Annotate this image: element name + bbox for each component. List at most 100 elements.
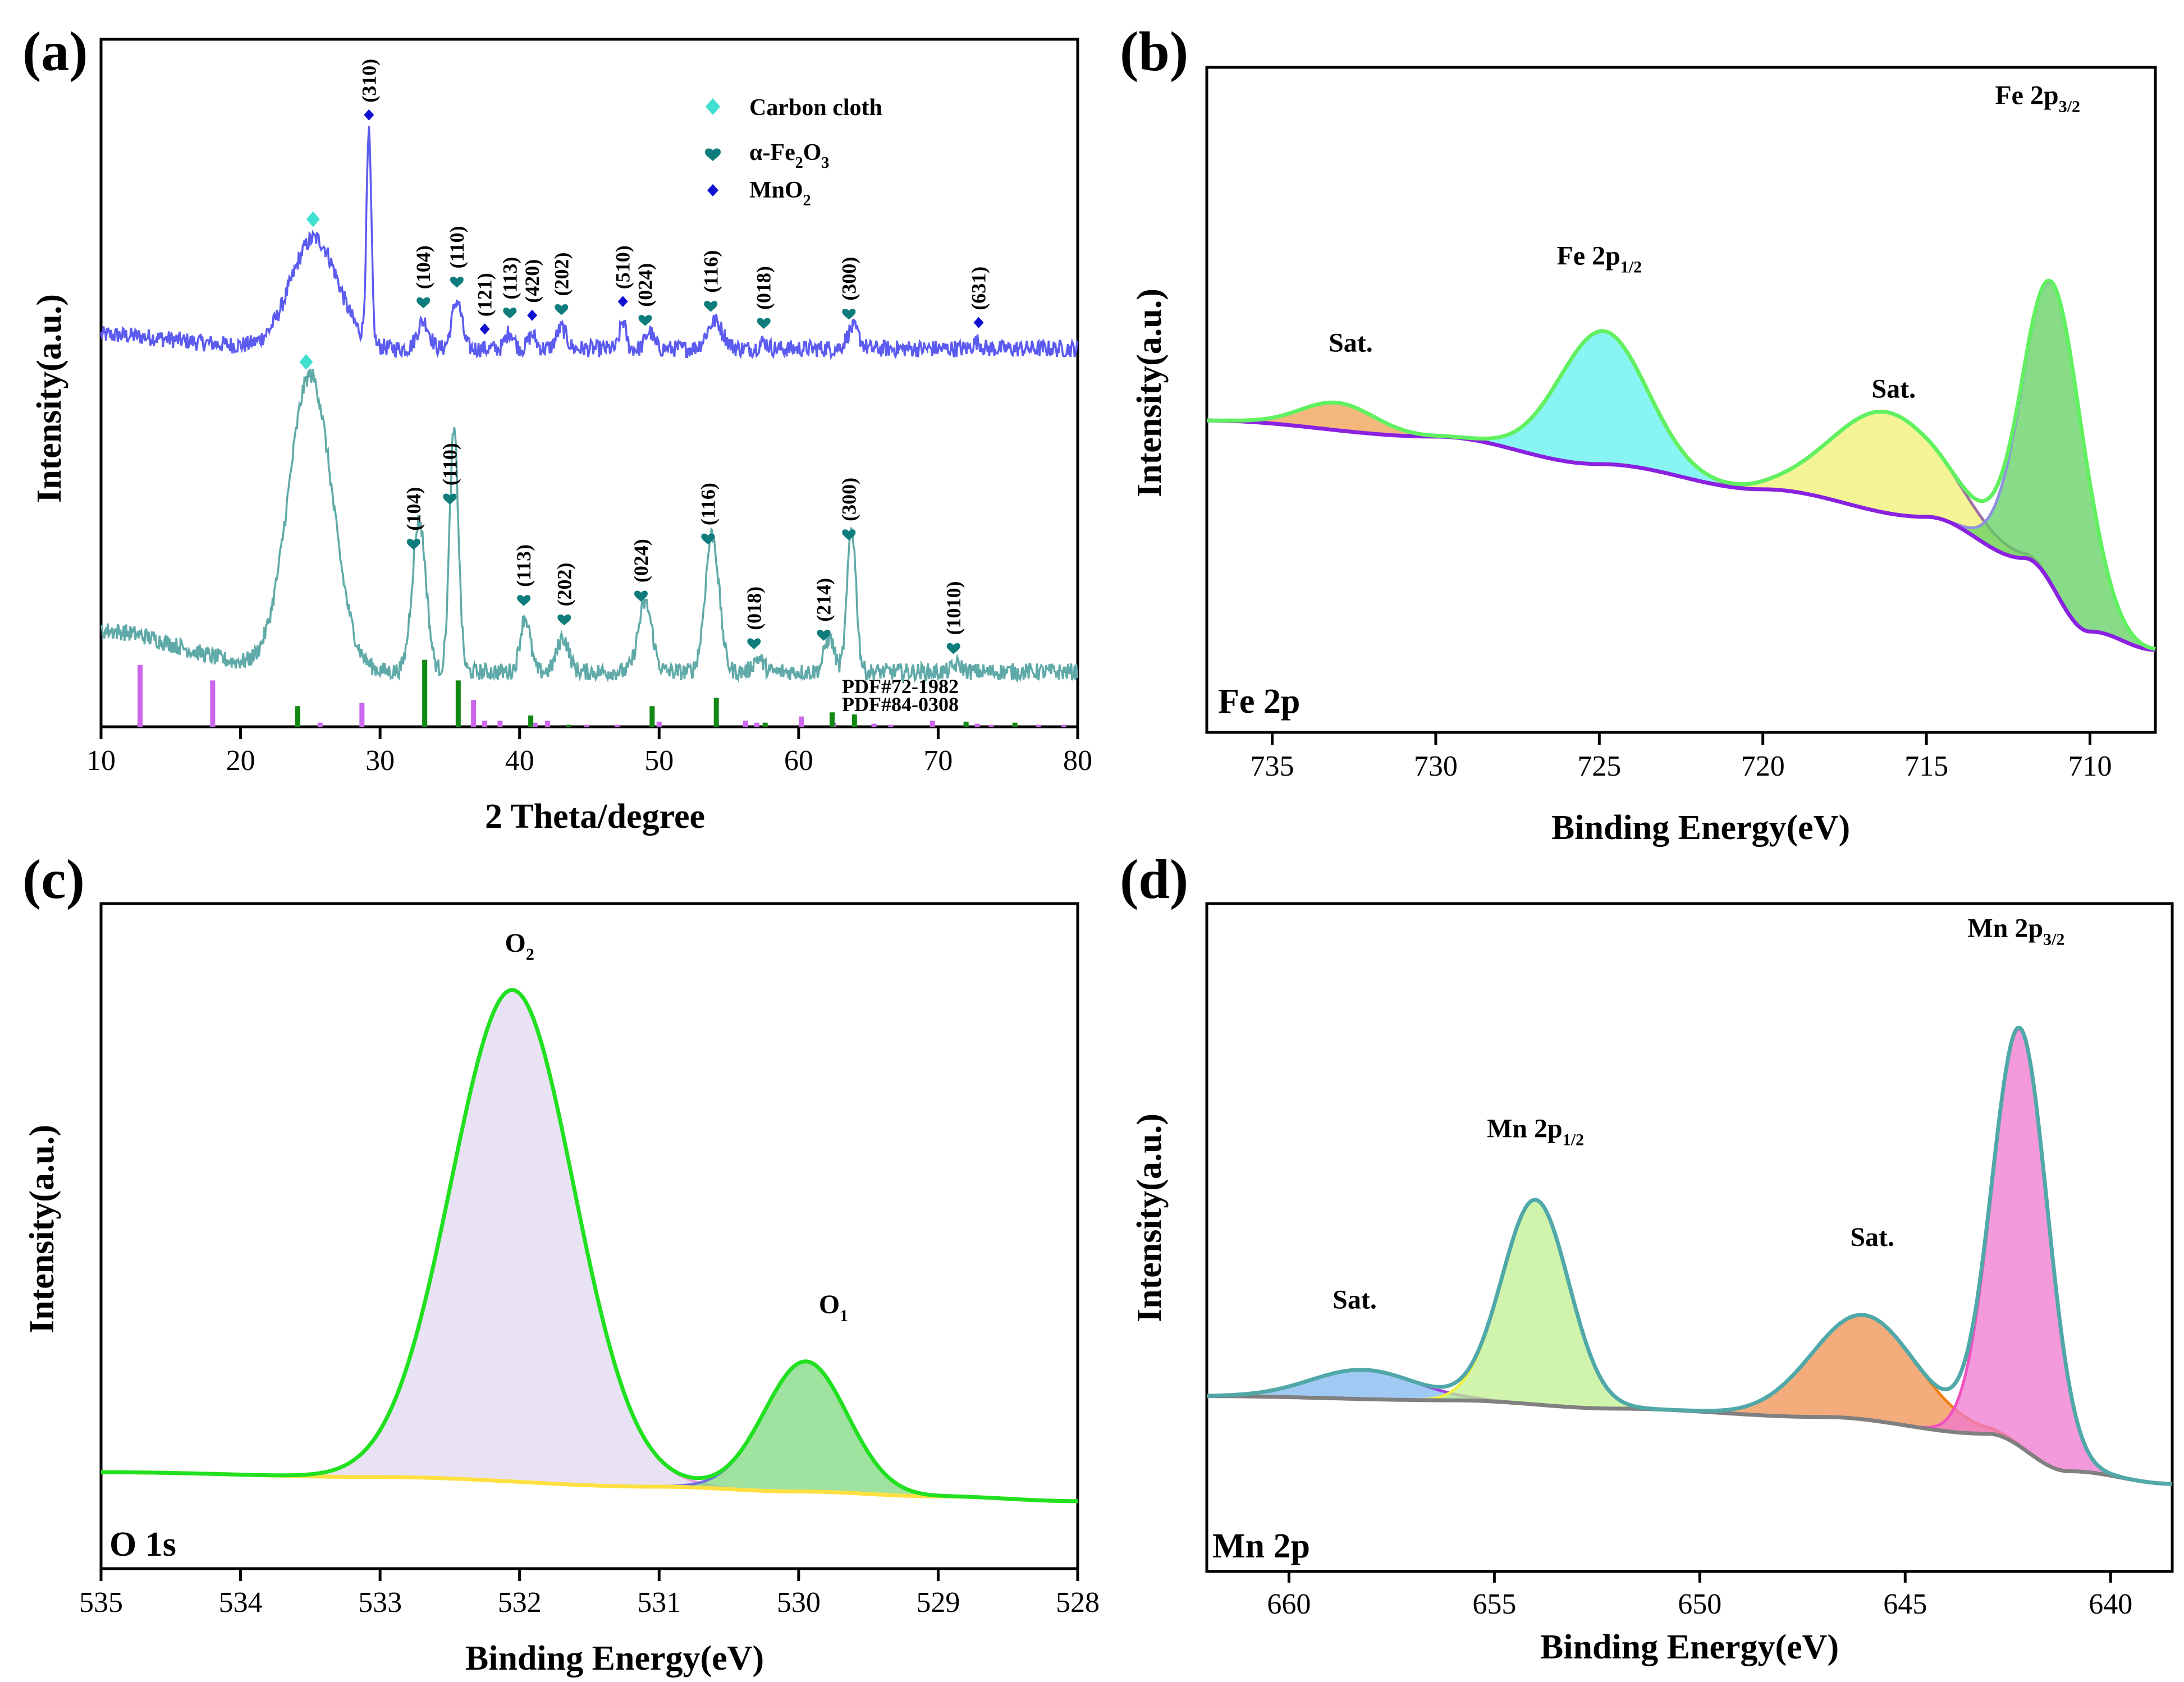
peak-label-b-2: Sat. [1871, 374, 1916, 404]
inset-label-b: Fe 2p [1218, 682, 1300, 721]
fe2o3-marker-1-3 [517, 595, 531, 606]
hkl-label-1-7: (018) [743, 586, 765, 630]
x-tick-label-b-5: 710 [2068, 750, 2112, 782]
hkl-label-1-4: (202) [553, 562, 575, 606]
hkl-label-0-5: (420) [521, 259, 543, 303]
legend-marker-fe2o3 [705, 148, 721, 161]
hkl-label-0-12: (631) [968, 267, 990, 310]
x-tick-label-a-4: 50 [644, 745, 674, 777]
fe2o3-marker-1-2 [443, 493, 457, 505]
cc-marker-1-0 [299, 354, 313, 370]
fe2o3-marker-0-10 [757, 318, 771, 329]
fe2o3-marker-1-7 [747, 638, 761, 649]
x-tick-label-b-2: 725 [1577, 750, 1621, 782]
x-tick-label-c-5: 530 [777, 1587, 821, 1619]
plot-b: 735 730 725 720 715 710 Sat. Fe 2p1/2 Sat. Fe 2p3… [1205, 66, 2157, 782]
x-tick-label-c-0: 535 [79, 1587, 123, 1619]
legend-a: Carbon cloth α-Fe2O3 MnO2 [705, 95, 882, 209]
peak-label-d-1: Mn 2p1/2 [1487, 1114, 1584, 1149]
panel-letter-a: (a) [22, 20, 88, 83]
xlabel-c: Binding Energy(eV) [465, 1639, 764, 1678]
x-tick-label-a-7: 80 [1063, 745, 1092, 777]
fe2o3-marker-1-4 [557, 614, 571, 626]
x-tick-label-b-4: 715 [1904, 750, 1948, 782]
plot-frame-b [1205, 66, 2157, 734]
peak-label-d-0: Sat. [1333, 1285, 1377, 1314]
inset-label-c: O 1s [109, 1525, 176, 1564]
peak-label-b-1: Fe 2p1/2 [1556, 241, 1642, 276]
x-tick-label-c-4: 531 [637, 1587, 681, 1619]
panel-letter-b: (b) [1120, 20, 1188, 83]
legend-marker-carbon-cloth [706, 98, 720, 115]
ylabel-c: Intensity(a.u.) [23, 1125, 61, 1333]
hkl-label-1-8: (214) [813, 578, 835, 622]
hkl-label-1-3: (113) [512, 544, 535, 587]
plot-a: 10 20 30 40 50 60 70 80(310)(104) (110)(121) (113… [86, 38, 1092, 777]
envelope-line-c [101, 988, 1078, 1504]
hkl-label-0-8: (024) [634, 263, 656, 307]
x-tick-label-c-1: 534 [219, 1587, 263, 1619]
peak-label-d-3: Mn 2p3/2 [1967, 914, 2064, 949]
cc-marker-0-13 [306, 211, 320, 227]
panel-letter-c: (c) [22, 848, 85, 910]
plot-frame-a [99, 38, 1079, 728]
x-tick-label-d-1: 655 [1472, 1588, 1516, 1620]
mno2-marker-0-3 [479, 323, 490, 335]
peak-label-d-2: Sat. [1850, 1222, 1894, 1252]
mno2-marker-0-7 [617, 296, 628, 308]
plot-frame-c [99, 902, 1079, 1570]
fe2o3-marker-1-6 [701, 533, 715, 545]
hkl-label-1-9: (300) [837, 478, 860, 521]
component-fill-d-3 [1207, 1029, 2172, 1484]
fe2o3-marker-1-8 [817, 630, 831, 641]
mno2-marker-0-5 [527, 309, 538, 321]
x-tick-label-a-2: 30 [365, 745, 395, 777]
x-tick-label-d-4: 640 [2089, 1588, 2132, 1620]
hkl-label-1-1: (104) [402, 487, 425, 531]
component-fill-c-1 [101, 1361, 1078, 1501]
hkl-label-0-10: (018) [753, 266, 775, 310]
plot-d: 660 655 650 645 640 Sat. Mn 2p1/2 Sat. Mn 2p3/2 [1205, 902, 2174, 1620]
peak-label-b-3: Fe 2p3/2 [1995, 80, 2080, 116]
inset-label-d: Mn 2p [1212, 1527, 1310, 1565]
fe2o3-marker-0-4 [503, 308, 517, 319]
fe2o3-marker-0-2 [450, 276, 464, 288]
x-tick-label-d-0: 660 [1267, 1588, 1311, 1620]
hkl-label-1-10: (1010) [942, 581, 965, 635]
hkl-label-0-3: (121) [474, 273, 496, 317]
fe2o3-marker-0-1 [416, 297, 431, 309]
x-tick-label-c-7: 528 [1056, 1587, 1100, 1619]
xlabel-d: Binding Energy(eV) [1540, 1628, 1839, 1666]
fe2o3-marker-0-8 [638, 315, 652, 326]
hkl-label-1-5: (024) [630, 539, 652, 583]
hkl-label-0-11: (300) [837, 257, 860, 301]
x-tick-label-d-3: 645 [1883, 1588, 1927, 1620]
fe2o3-marker-1-1 [406, 539, 420, 550]
x-tick-label-b-3: 720 [1741, 750, 1785, 782]
hkl-label-0-9: (116) [699, 250, 722, 293]
hkl-label-1-6: (116) [697, 483, 719, 525]
ylabel-d: Intensity(a.u.) [1130, 1113, 1169, 1322]
legend-label-carbon-cloth: Carbon cloth [749, 95, 882, 121]
hkl-label-0-1: (104) [412, 245, 434, 289]
legend-marker-mno2 [707, 184, 718, 196]
x-tick-label-d-2: 650 [1678, 1588, 1721, 1620]
x-tick-label-a-3: 40 [505, 745, 534, 777]
peak-label-b-0: Sat. [1329, 328, 1373, 358]
xrd-series-0 [100, 126, 1078, 360]
peak-label-c-1: O1 [819, 1290, 848, 1325]
background-line-b [1207, 418, 2156, 652]
hkl-label-0-7: (510) [612, 245, 634, 289]
x-tick-label-b-0: 735 [1251, 750, 1294, 782]
hkl-label-0-6: (202) [550, 253, 573, 296]
fe2o3-marker-0-6 [555, 304, 569, 315]
component-fill-b-3 [1207, 282, 2155, 650]
x-tick-label-a-1: 20 [226, 745, 255, 777]
fe2o3-marker-1-10 [946, 643, 960, 654]
pdf-label-84-0308: PDF#84-0308 [842, 693, 959, 716]
x-tick-label-c-6: 529 [916, 1587, 960, 1619]
hkl-label-1-2: (110) [438, 443, 461, 485]
x-tick-label-a-0: 10 [86, 745, 116, 777]
peak-label-c-0: O2 [505, 928, 534, 964]
